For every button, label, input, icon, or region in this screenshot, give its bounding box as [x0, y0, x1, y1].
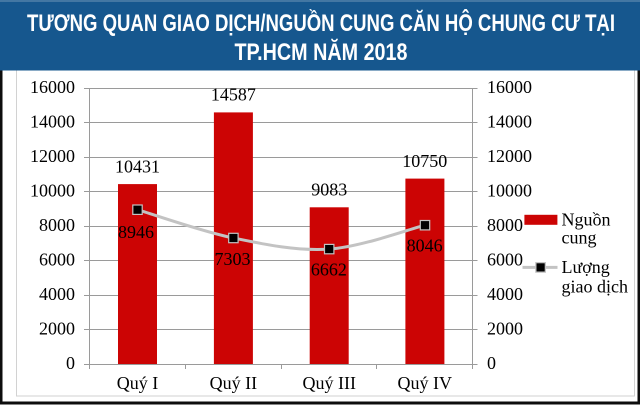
svg-text:cung: cung	[562, 227, 597, 247]
svg-text:TP.HCM NĂM 2018: TP.HCM NĂM 2018	[235, 38, 408, 66]
svg-text:0: 0	[487, 353, 496, 373]
svg-text:0: 0	[66, 353, 75, 373]
svg-text:10000: 10000	[30, 180, 75, 200]
svg-text:6662: 6662	[311, 259, 347, 279]
svg-text:6000: 6000	[487, 249, 523, 269]
svg-text:8946: 8946	[118, 222, 154, 242]
svg-text:8000: 8000	[39, 215, 75, 235]
svg-text:Nguồn: Nguồn	[562, 210, 611, 230]
svg-text:16000: 16000	[487, 77, 532, 97]
svg-text:10750: 10750	[402, 151, 447, 171]
svg-text:Lượng: Lượng	[562, 257, 610, 277]
svg-text:2000: 2000	[39, 318, 75, 338]
svg-text:12000: 12000	[30, 146, 75, 166]
svg-text:TƯƠNG QUAN GIAO DỊCH/NGUỒN CUN: TƯƠNG QUAN GIAO DỊCH/NGUỒN CUNG CĂN HỘ C…	[27, 9, 615, 37]
svg-text:Quý I: Quý I	[117, 373, 159, 393]
svg-text:Quý IV: Quý IV	[398, 373, 453, 393]
svg-text:10000: 10000	[487, 180, 532, 200]
svg-text:8000: 8000	[487, 215, 523, 235]
svg-text:14587: 14587	[211, 85, 256, 105]
svg-text:7303: 7303	[215, 249, 251, 269]
svg-text:14000: 14000	[487, 111, 532, 131]
svg-text:12000: 12000	[487, 146, 532, 166]
svg-text:4000: 4000	[487, 284, 523, 304]
svg-text:giao dịch: giao dịch	[562, 277, 628, 297]
svg-text:8046: 8046	[407, 235, 443, 255]
svg-text:14000: 14000	[30, 111, 75, 131]
svg-text:10431: 10431	[115, 156, 160, 176]
svg-text:6000: 6000	[39, 249, 75, 269]
svg-text:9083: 9083	[311, 180, 347, 200]
svg-text:Quý III: Quý III	[302, 373, 355, 393]
svg-text:16000: 16000	[30, 77, 75, 97]
svg-text:2000: 2000	[487, 318, 523, 338]
svg-text:Quý II: Quý II	[210, 373, 258, 393]
svg-text:4000: 4000	[39, 284, 75, 304]
